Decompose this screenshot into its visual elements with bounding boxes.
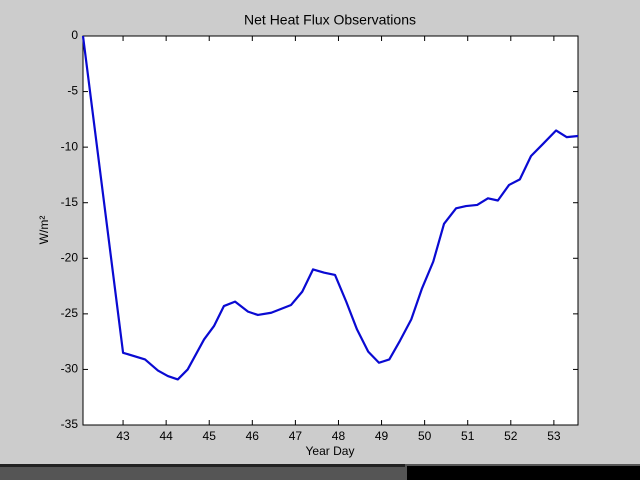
x-tick-label: 44 — [159, 429, 173, 443]
y-tick-label: -30 — [61, 362, 79, 376]
y-tick-label: -5 — [67, 84, 78, 98]
x-tick-label: 43 — [116, 429, 130, 443]
x-tick-label: 47 — [289, 429, 303, 443]
y-axis-label: W/m² — [37, 216, 51, 245]
taskbar-panel — [407, 466, 640, 480]
y-tick-label: -10 — [61, 139, 79, 153]
x-tick-label: 48 — [332, 429, 346, 443]
x-tick-label: 51 — [461, 429, 475, 443]
data-line — [81, 35, 579, 381]
y-tick-label: -25 — [61, 306, 79, 320]
x-tick-label: 52 — [504, 429, 518, 443]
y-tick-label: 0 — [71, 28, 78, 42]
plot-area — [82, 35, 579, 426]
x-tick-label: 50 — [418, 429, 432, 443]
y-tick-label: -15 — [61, 195, 79, 209]
taskbar-edge — [0, 464, 405, 467]
chart-title: Net Heat Flux Observations — [244, 12, 416, 28]
y-tick-label: -20 — [61, 250, 79, 264]
x-tick-label: 49 — [375, 429, 389, 443]
x-tick-label: 46 — [246, 429, 260, 443]
x-axis-label: Year Day — [306, 444, 355, 458]
x-tick-label: 53 — [547, 429, 561, 443]
x-tick-label: 45 — [203, 429, 217, 443]
y-tick-label: -35 — [61, 417, 79, 431]
